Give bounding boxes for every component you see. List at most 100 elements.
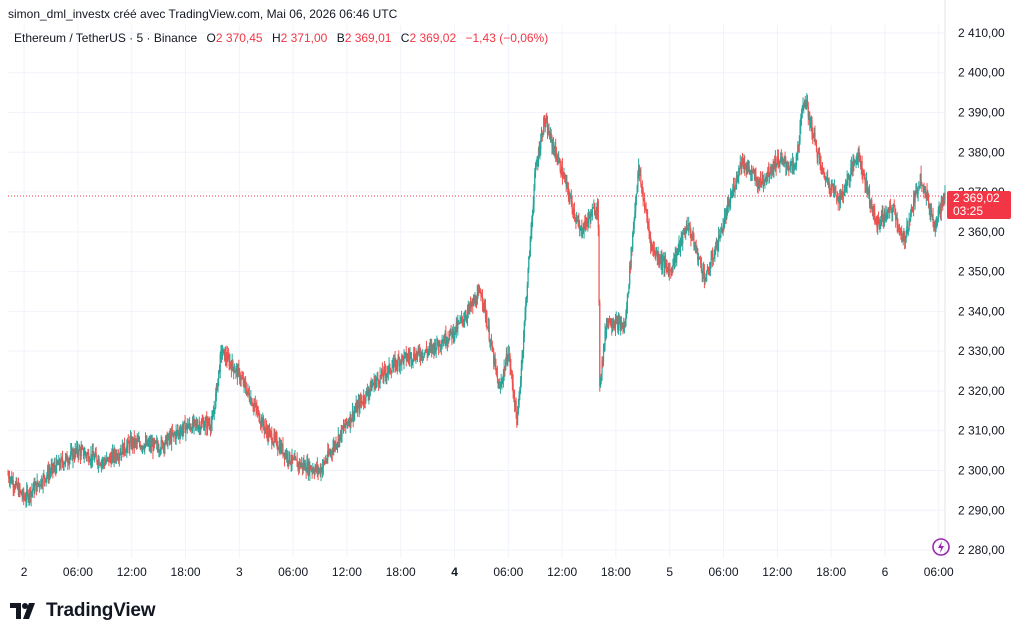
candle-body [883,221,885,223]
candle-body [279,444,281,453]
candle-body [46,475,48,478]
candle-body [510,367,512,372]
candle-body [366,390,368,392]
candle-body [825,178,827,182]
candle-body [333,443,336,448]
candle-body [457,322,459,330]
candle-body [869,204,871,206]
candle-body [521,355,523,368]
candle-body [484,300,486,307]
candle-body [793,165,795,167]
candle-body [225,353,227,360]
candle-body [783,158,785,160]
candle-body [12,480,14,488]
candle-body [274,434,276,438]
candle-body [481,296,483,298]
symbol-name[interactable]: Ethereum / TetherUS · 5 · Binance [14,31,198,45]
candle-body [925,191,927,198]
candle-body [527,269,529,286]
candle-body [624,324,626,327]
candle-body [391,368,393,373]
candle-body [514,401,516,407]
price-chart[interactable]: 2 280,00 2 290,00 2 300,00 2 310,00 2 320,00… [0,0,1024,590]
candle-body [224,349,226,361]
candle-body [191,428,193,432]
candle-body [777,155,779,163]
candle-body [15,480,17,484]
candle-body [177,431,179,433]
candle-body [940,200,942,214]
candle-body [736,174,738,179]
candle-body [212,416,214,418]
candle-body [916,188,918,191]
candle-body [87,453,89,455]
candle-body [8,474,10,479]
candle-body [430,345,432,347]
candle-body [324,460,327,463]
candle-body [59,465,61,467]
candle-body [874,220,877,223]
candle-body [437,344,439,347]
time-tick-label: 12:00 [547,565,577,579]
candle-body [173,432,175,435]
candle-body [620,324,622,328]
candle-body [371,385,373,392]
candle-body [937,210,939,221]
candle-body [103,459,105,463]
candle-body [857,148,859,160]
candle-body [599,380,602,387]
candle-body [295,459,298,461]
lightning-icon[interactable] [931,537,951,557]
tradingview-logo[interactable]: TradingView [10,600,156,622]
candle-body [265,426,267,429]
candle-body [619,320,621,328]
candle-body [790,161,792,165]
candle-body [301,463,304,469]
candle-body [690,232,692,239]
candle-body [573,209,575,218]
candle-body [338,435,340,443]
candle-body [445,333,447,343]
candle-body [147,440,149,446]
time-tick-label: 3 [236,565,243,579]
candle-body [469,303,471,310]
candle-body [410,353,412,356]
candle-body [362,402,364,404]
candle-body [555,146,557,154]
candle-body [65,454,67,457]
candle-body [101,461,103,463]
candle-body [634,211,636,219]
candle-body [709,269,711,274]
candle-body [821,166,823,171]
candle-body [345,418,348,424]
candle-body [604,331,606,346]
candle-body [398,357,400,360]
candle-body [490,341,492,344]
candle-body [45,477,47,482]
candle-body [515,401,517,414]
candle-body [359,399,361,410]
candle-body [50,466,52,472]
candle-body [727,201,729,205]
candle-body [165,436,167,444]
candle-body [332,448,334,454]
candle-body [487,325,490,328]
candle-body [720,227,722,238]
candle-body [122,445,124,455]
candle-body [477,291,479,294]
candle-body [641,187,643,191]
candle-body [667,269,670,276]
candle-body [818,153,821,159]
candle-body [561,166,564,177]
candle-body [815,141,818,153]
candle-body [61,458,64,463]
candle-body [880,221,882,223]
candle-body [913,198,915,203]
candle-body [262,418,265,426]
candle-body [657,254,659,258]
candle-body [569,197,571,200]
candle-body [34,485,36,493]
candle-body [120,451,123,455]
candle-body [841,192,843,195]
candle-body [106,457,108,462]
